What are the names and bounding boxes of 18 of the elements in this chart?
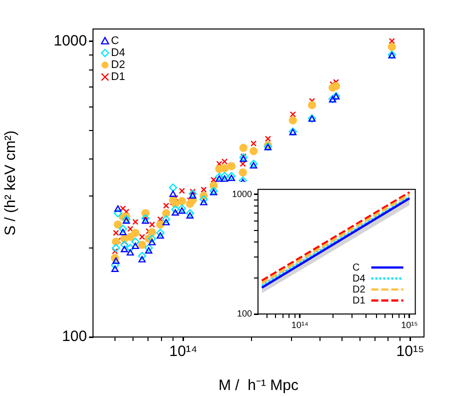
legend-label: D4 (352, 273, 366, 284)
legend-label: C (111, 35, 119, 48)
legend-label: D1 (352, 295, 366, 306)
x-tick-label: 10¹⁵ (396, 343, 424, 360)
legend-label: C (352, 262, 360, 274)
x-tick-label: 10¹⁴ (169, 343, 198, 360)
legend-label: D4 (111, 47, 126, 60)
x-axis-title: M / h⁻¹ Mpc (218, 377, 299, 394)
x-tick-label: 10¹⁵ (401, 320, 418, 330)
y-tick-label: 100 (236, 308, 252, 318)
y-axis-title: S / (h² keV cm²) (2, 130, 20, 236)
y-tick-label: 1000 (232, 188, 252, 199)
legend-label: D2 (352, 284, 366, 296)
legend-label: D1 (111, 71, 126, 84)
legend-label: D2 (111, 59, 126, 72)
y-tick-label: 100 (62, 328, 87, 346)
y-tick-label: 1000 (54, 32, 87, 50)
x-tick-label: 10¹⁴ (291, 320, 308, 330)
